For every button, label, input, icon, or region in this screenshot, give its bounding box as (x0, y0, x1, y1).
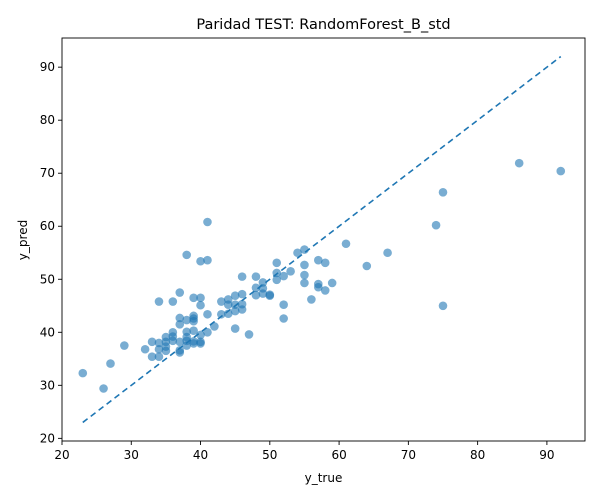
data-point-88 (320, 258, 330, 268)
data-point-6 (147, 337, 157, 347)
data-point-32 (189, 337, 198, 346)
data-point-75 (279, 300, 288, 310)
data-point-29 (182, 315, 191, 325)
data-point-36 (189, 311, 198, 321)
data-point-62 (244, 330, 254, 339)
data-point-68 (258, 278, 268, 287)
data-point-71 (272, 275, 282, 285)
data-point-74 (279, 314, 288, 323)
y-tick-label-70: 70 (40, 166, 55, 180)
data-point-46 (203, 255, 212, 265)
data-point-91 (362, 261, 372, 271)
data-point-93 (431, 220, 441, 230)
data-point-9 (154, 338, 164, 348)
data-point-5 (147, 352, 157, 361)
y-axis-label: y_pred (16, 220, 30, 260)
data-point-0 (78, 368, 88, 378)
data-point-8 (154, 344, 164, 354)
data-point-37 (189, 293, 198, 303)
x-tick-label-60: 60 (331, 448, 346, 462)
data-point-54 (230, 324, 240, 333)
data-point-44 (203, 328, 212, 337)
data-point-4 (140, 344, 150, 354)
data-point-90 (341, 239, 351, 249)
y-tick-label-80: 80 (40, 113, 55, 127)
x-tick-label-30: 30 (124, 448, 139, 462)
data-point-86 (314, 255, 323, 265)
data-point-51 (223, 309, 233, 319)
y-tick-label-40: 40 (40, 325, 55, 339)
chart-title: Paridad TEST: RandomForest_B_std (196, 17, 450, 33)
data-point-70 (265, 290, 275, 299)
data-point-76 (279, 271, 288, 281)
data-point-80 (300, 270, 309, 280)
data-point-33 (189, 326, 198, 336)
data-point-56 (230, 300, 240, 310)
data-point-30 (182, 250, 191, 260)
x-tick-label-50: 50 (262, 448, 277, 462)
data-point-55 (230, 306, 240, 316)
data-point-10 (154, 297, 164, 306)
data-point-59 (237, 299, 247, 309)
x-axis-label: y_true (305, 471, 343, 485)
data-point-53 (223, 295, 233, 304)
data-point-79 (300, 278, 309, 288)
data-point-21 (175, 337, 185, 347)
data-point-57 (230, 291, 240, 301)
data-point-49 (217, 309, 226, 319)
y-tick-label-90: 90 (40, 60, 55, 74)
data-point-14 (161, 332, 171, 342)
data-point-96 (514, 158, 524, 168)
data-point-7 (154, 352, 164, 361)
data-point-20 (175, 346, 185, 355)
plot-frame (61, 37, 586, 442)
data-point-40 (196, 330, 205, 340)
data-point-42 (196, 293, 205, 303)
data-point-61 (237, 272, 247, 281)
data-point-60 (237, 289, 247, 299)
data-point-18 (168, 297, 178, 306)
identity-line (82, 55, 562, 424)
data-point-78 (293, 248, 302, 258)
y-tick-label-60: 60 (40, 219, 55, 233)
data-point-97 (556, 166, 566, 176)
data-point-81 (300, 260, 309, 270)
data-point-87 (320, 286, 330, 295)
data-point-83 (307, 295, 316, 304)
data-point-77 (286, 267, 295, 276)
y-tick-label-20: 20 (40, 431, 55, 445)
data-point-73 (272, 258, 282, 268)
data-point-89 (327, 278, 337, 288)
data-point-41 (196, 300, 205, 310)
x-tick-label-80: 80 (470, 448, 485, 462)
data-point-3 (120, 341, 129, 350)
data-point-43 (196, 256, 205, 266)
x-tick-label-20: 20 (54, 448, 69, 462)
x-tick-label-70: 70 (401, 448, 416, 462)
data-point-22 (175, 320, 185, 329)
data-point-1 (99, 384, 108, 393)
x-tick-label-40: 40 (193, 448, 208, 462)
data-point-23 (175, 313, 185, 323)
data-point-95 (438, 188, 448, 197)
data-point-65 (251, 272, 261, 281)
plot-area: 20 30 40 50 60 70 80 90 20 30 40 50 60 70 80 90 (40, 37, 586, 462)
data-point-94 (438, 301, 448, 311)
data-point-50 (217, 297, 226, 306)
data-point-85 (314, 279, 323, 289)
data-point-24 (175, 288, 185, 297)
y-tick-label-50: 50 (40, 272, 55, 286)
y-tick-label-30: 30 (40, 378, 55, 392)
data-point-17 (168, 328, 178, 337)
x-tick-label-90: 90 (539, 448, 554, 462)
data-point-47 (203, 217, 212, 227)
data-point-39 (196, 337, 205, 347)
data-point-2 (106, 359, 115, 368)
data-point-28 (182, 327, 191, 337)
data-point-92 (383, 248, 392, 258)
data-point-63 (251, 290, 261, 300)
data-point-45 (203, 309, 212, 319)
data-point-64 (251, 283, 261, 293)
